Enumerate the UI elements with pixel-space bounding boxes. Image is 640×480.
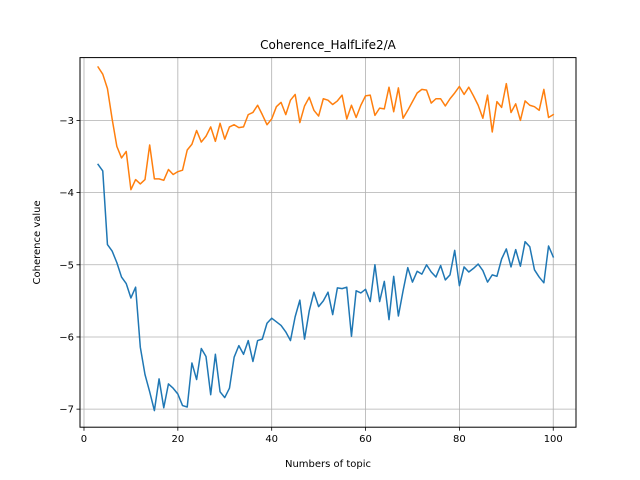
x-tick-label: 40 [265, 434, 278, 445]
series-line-1 [97, 163, 555, 412]
x-tick-label: 80 [453, 434, 466, 445]
y-tick-label: −4 [59, 188, 74, 199]
plot-area-frame [79, 57, 577, 428]
y-tick-label: −6 [59, 332, 74, 343]
x-tick-label: 0 [81, 434, 87, 445]
axis-ticks: 0 20 40 60 80 100 −7 −6 −5 −4 −3 [59, 116, 563, 445]
chart-title: Coherence_HalfLife2/A [260, 38, 397, 52]
y-axis-label: Coherence value [32, 200, 43, 284]
series-lines [97, 65, 555, 412]
x-axis-label: Numbers of topic [285, 459, 371, 470]
series-line-2 [97, 65, 555, 191]
y-tick-label: −7 [59, 405, 74, 416]
x-tick-label: 20 [171, 434, 184, 445]
y-tick-label: −3 [59, 116, 74, 127]
y-tick-label: −5 [59, 260, 74, 271]
x-tick-label: 100 [544, 434, 563, 445]
x-tick-label: 60 [359, 434, 372, 445]
